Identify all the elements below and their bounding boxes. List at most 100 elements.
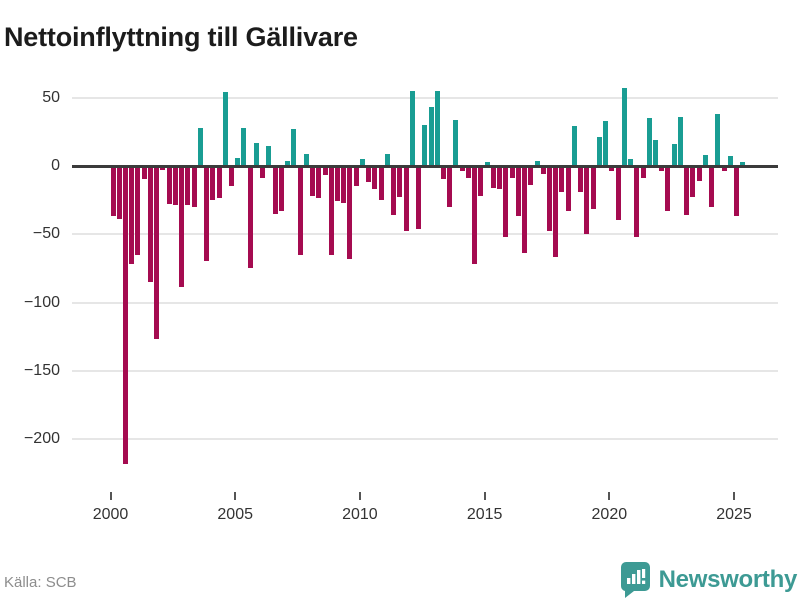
bar (372, 167, 378, 189)
x-tick-mark (234, 492, 237, 500)
bar (634, 167, 640, 237)
bar (129, 167, 135, 264)
bar (465, 167, 471, 178)
bar (503, 167, 509, 237)
bar (366, 167, 372, 182)
bar (147, 167, 153, 282)
bar (540, 167, 546, 174)
bar (197, 127, 203, 166)
x-tick-label: 2020 (591, 506, 628, 523)
bar (235, 157, 241, 166)
bar (135, 167, 141, 255)
bar (179, 167, 185, 288)
bar (628, 159, 633, 166)
x-tick-mark (109, 492, 112, 500)
bar (328, 167, 334, 255)
bar (353, 167, 359, 187)
gridline (72, 438, 778, 441)
bar (222, 92, 228, 166)
bar (316, 167, 322, 199)
x-tick-label: 2000 (92, 506, 129, 523)
bar (453, 119, 459, 166)
bar (403, 167, 409, 232)
bar (484, 161, 490, 166)
bar (123, 167, 128, 464)
y-tick-label: 50 (42, 88, 60, 106)
bar (322, 167, 328, 176)
bar (422, 125, 428, 166)
bar-chart-bubble-icon (620, 562, 650, 598)
bar (659, 167, 665, 172)
bar (646, 118, 652, 166)
bar (565, 167, 571, 211)
x-tick-label: 2015 (466, 506, 503, 523)
bar (272, 167, 278, 214)
bar (559, 167, 565, 192)
bar (391, 167, 397, 215)
bar (160, 167, 166, 170)
bar (229, 167, 234, 187)
bar (216, 167, 222, 199)
bar (335, 167, 340, 202)
bar (721, 167, 727, 172)
bar (378, 167, 384, 200)
bar (434, 90, 440, 166)
bar (509, 167, 515, 178)
bar (671, 144, 677, 166)
bar (653, 140, 658, 166)
gridline (72, 301, 778, 304)
bar (260, 167, 266, 178)
bar (278, 167, 284, 211)
bar (416, 167, 421, 229)
bar (397, 167, 403, 198)
bar (715, 114, 721, 166)
bar (734, 167, 739, 217)
bar (478, 167, 484, 196)
bar (110, 167, 116, 217)
bar (515, 167, 521, 217)
bar (677, 116, 683, 166)
x-tick-mark (733, 492, 736, 500)
bar (621, 88, 627, 166)
bar (490, 167, 496, 188)
gridline (72, 369, 778, 372)
bar (210, 167, 216, 200)
bar (347, 167, 353, 259)
bar (640, 167, 646, 178)
bar (185, 167, 191, 206)
bar (447, 167, 453, 207)
bar (459, 167, 465, 172)
bar (291, 129, 297, 166)
bar (172, 167, 178, 206)
bar (166, 167, 172, 204)
bar (428, 107, 434, 166)
bar (665, 167, 671, 211)
y-tick-label: −100 (23, 293, 60, 311)
bar (578, 167, 584, 192)
bar (191, 167, 197, 207)
x-tick-mark (483, 492, 486, 500)
y-tick-label: −50 (32, 225, 60, 243)
bar (297, 167, 303, 255)
newsworthy-logo: Newsworthy (620, 560, 797, 600)
bar (584, 167, 590, 234)
x-tick-mark (608, 492, 611, 500)
bar (204, 167, 209, 262)
x-tick-label: 2010 (342, 506, 378, 523)
y-tick-label: −150 (23, 361, 60, 379)
bar (740, 161, 746, 166)
bar (522, 167, 527, 254)
bar (384, 153, 390, 166)
bar (285, 160, 291, 166)
bar (154, 167, 160, 340)
page-title: Nettoinflyttning till Gällivare (4, 22, 358, 53)
bar (696, 167, 702, 181)
bar (359, 159, 365, 166)
x-tick-mark (358, 492, 361, 500)
bar (441, 167, 446, 180)
bar (615, 167, 621, 221)
bar (553, 167, 559, 258)
bar (727, 156, 733, 166)
bar (571, 126, 577, 166)
